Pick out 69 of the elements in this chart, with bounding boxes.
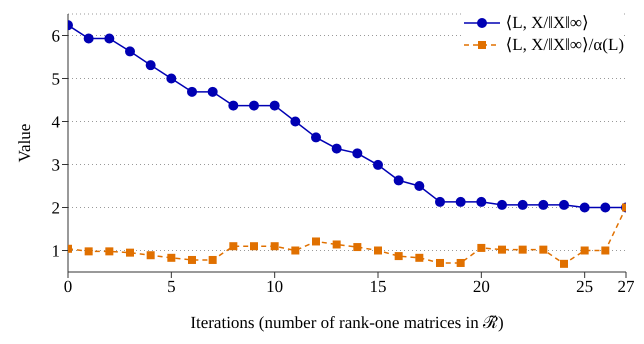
point <box>146 251 155 260</box>
x-tick-label: 15 <box>370 277 386 296</box>
point <box>228 100 238 111</box>
point <box>270 242 279 250</box>
point <box>374 246 382 254</box>
point <box>84 247 93 256</box>
point <box>518 200 528 210</box>
point <box>84 34 94 44</box>
point <box>477 244 486 252</box>
point <box>601 246 610 254</box>
point <box>435 196 445 207</box>
y-tick-label: 4 <box>52 112 60 132</box>
point <box>290 116 300 126</box>
point <box>498 246 506 254</box>
point <box>497 200 507 210</box>
y-tick-label: 3 <box>52 156 60 175</box>
y-tick-label: 2 <box>52 198 60 218</box>
point <box>332 240 341 248</box>
point <box>270 100 280 111</box>
point <box>166 74 176 84</box>
point <box>456 196 466 207</box>
point <box>291 246 300 254</box>
point <box>125 46 135 56</box>
point <box>580 246 589 254</box>
point <box>539 246 548 254</box>
point <box>456 258 465 267</box>
legend-label: ⟨L, X/‖X‖∞⟩/α(L) <box>506 35 624 55</box>
point <box>126 248 134 257</box>
x-axis-title: Iterations (number of rank-one matrices in ℛ̃) <box>190 313 504 332</box>
point <box>580 202 590 212</box>
point <box>518 246 527 254</box>
point <box>600 202 610 212</box>
point <box>167 254 176 262</box>
point <box>249 100 259 111</box>
point <box>560 260 568 268</box>
point <box>332 144 342 154</box>
point <box>436 258 444 267</box>
y-axis-title: Value <box>15 124 34 162</box>
point <box>394 252 403 260</box>
y-tick-label: 6 <box>52 26 60 46</box>
point <box>104 34 114 44</box>
point <box>559 200 569 210</box>
point <box>229 242 238 250</box>
point <box>373 160 383 170</box>
legend-label: ⟨L, X/‖X‖∞⟩ <box>506 13 589 33</box>
x-tick-label: 27 <box>618 277 635 296</box>
point <box>146 60 156 70</box>
point <box>394 175 404 186</box>
x-tick-label: 10 <box>266 277 284 296</box>
point <box>353 243 362 252</box>
point <box>311 132 321 142</box>
x-tick-label: 25 <box>576 277 594 296</box>
point <box>352 148 362 158</box>
point <box>312 237 320 246</box>
point <box>188 256 196 264</box>
x-tick-label: 0 <box>64 277 72 296</box>
point <box>250 242 258 250</box>
y-tick-label: 5 <box>52 70 60 89</box>
point <box>415 254 424 262</box>
x-tick-label: 20 <box>472 277 490 296</box>
point <box>476 196 486 207</box>
point <box>187 86 197 97</box>
point <box>105 247 114 256</box>
point <box>208 86 218 97</box>
point <box>208 256 217 264</box>
x-tick-label: 5 <box>167 277 176 296</box>
point <box>414 181 424 191</box>
y-tick-label: 1 <box>52 242 60 261</box>
point <box>538 200 548 210</box>
